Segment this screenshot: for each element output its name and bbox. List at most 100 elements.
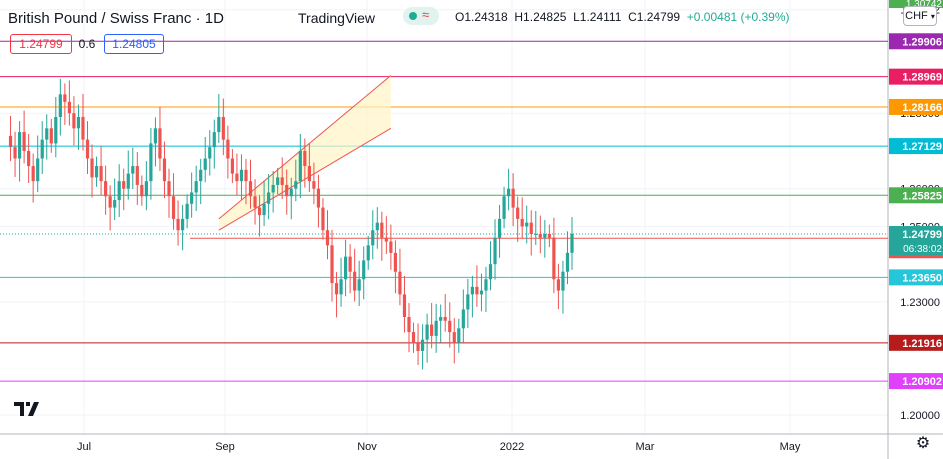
candle-body xyxy=(316,188,321,208)
candle-body xyxy=(420,339,425,351)
market-status-toggle[interactable]: ≈ xyxy=(403,7,439,25)
candle-body xyxy=(230,158,234,174)
x-tick-label: May xyxy=(780,441,801,453)
chevron-down-icon: ▾ xyxy=(930,11,935,21)
candle-body xyxy=(67,101,71,114)
sell-price-box[interactable]: 1.24799 xyxy=(10,34,72,54)
candle-body xyxy=(434,320,438,336)
candle-body xyxy=(262,203,266,216)
level-price-label: 1.21916 xyxy=(902,338,942,350)
candle-body xyxy=(325,230,330,246)
candle-body xyxy=(285,184,289,197)
level-price-label: 1.27129 xyxy=(902,141,942,153)
level-price-label: 1.28969 xyxy=(902,72,942,84)
candle-body xyxy=(466,294,470,310)
candle-body xyxy=(543,233,547,238)
candle-body xyxy=(31,166,35,182)
level-price-tag xyxy=(889,334,943,351)
candle-body xyxy=(180,218,185,231)
candle-body xyxy=(22,132,26,151)
level-price-tag xyxy=(889,373,943,390)
candle-body xyxy=(280,177,284,185)
candle-body xyxy=(534,233,538,235)
candle-body xyxy=(289,188,293,197)
level-price-label: 1.28166 xyxy=(902,102,942,114)
candle-body xyxy=(27,150,31,167)
candle-body xyxy=(212,132,216,148)
ohlc-low: L1.24111 xyxy=(573,10,622,24)
candle-body xyxy=(244,169,248,182)
level-price-tag xyxy=(889,98,943,115)
candle-body xyxy=(239,169,244,182)
candle-body xyxy=(298,150,302,182)
candle-body xyxy=(267,192,271,204)
candle-body xyxy=(45,128,49,140)
level-price-label: 1.29906 xyxy=(902,36,942,48)
candle-body xyxy=(248,181,253,197)
candle-body xyxy=(221,116,225,140)
candle-body xyxy=(371,230,375,246)
candle-body xyxy=(40,139,44,159)
candle-body xyxy=(36,158,40,182)
candle-body xyxy=(303,150,307,167)
candle-body xyxy=(185,203,189,219)
candle-body xyxy=(556,279,561,291)
level-price-label: 1.24799 xyxy=(902,229,942,241)
candle-body xyxy=(85,139,90,159)
candle-body xyxy=(547,233,551,238)
level-price-tag xyxy=(889,68,943,85)
candle-body xyxy=(194,181,198,193)
candle-body xyxy=(235,173,239,182)
candle-body xyxy=(344,256,348,280)
candle-body xyxy=(312,181,316,189)
countdown-tag xyxy=(889,241,943,256)
candle-body xyxy=(17,132,22,159)
spread-value: 0.6 xyxy=(78,37,96,51)
tradingview-logo-icon xyxy=(14,400,42,418)
candle-body xyxy=(552,237,556,280)
candle-body xyxy=(439,317,443,321)
candle-body xyxy=(149,143,153,182)
x-tick-label: Nov xyxy=(357,441,377,453)
candle-body xyxy=(167,181,171,197)
buy-price-box[interactable]: 1.24805 xyxy=(104,34,164,54)
currency-label: CHF xyxy=(905,10,928,22)
candle-body xyxy=(140,184,144,197)
top-level-label: 1.30742 xyxy=(906,0,943,10)
candle-body xyxy=(158,128,162,159)
level-price-tag xyxy=(889,269,943,286)
candle-body xyxy=(353,271,357,291)
y-tick-label: 1.23000 xyxy=(900,297,940,309)
ohlc-readout: O1.24318 H1.24825 L1.24111 C1.24799 +0.0… xyxy=(455,10,790,24)
candle-body xyxy=(398,271,402,295)
symbol-title[interactable]: British Pound / Swiss Franc · 1D xyxy=(8,9,224,27)
candle-body xyxy=(171,196,176,219)
level-price-tag xyxy=(889,33,943,50)
candle-body xyxy=(475,286,479,295)
ohlc-change: +0.00481 (+0.39%) xyxy=(686,10,790,24)
candle-body xyxy=(380,222,384,238)
candle-body xyxy=(484,279,488,291)
ohlc-high: H1.24825 xyxy=(514,10,567,24)
candle-body xyxy=(448,320,452,333)
candle-body xyxy=(529,222,533,234)
candle-body xyxy=(113,200,117,208)
level-price-label: 1.23650 xyxy=(902,272,942,284)
candle-body xyxy=(131,166,135,174)
candle-body xyxy=(271,184,275,193)
candle-body xyxy=(384,237,388,242)
candle-body xyxy=(81,116,85,140)
candle-body xyxy=(357,279,361,291)
candle-body xyxy=(203,158,207,170)
candle-body xyxy=(470,286,474,295)
candle-body xyxy=(63,94,67,102)
candle-body xyxy=(72,113,76,129)
ohlc-close: C1.24799 xyxy=(628,10,681,24)
settings-gear-icon[interactable]: ⚙ xyxy=(915,435,931,452)
candle-body xyxy=(339,279,343,295)
candle-body xyxy=(525,222,529,227)
candle-body xyxy=(430,324,434,336)
currency-selector[interactable]: CHF ▾ xyxy=(903,6,937,26)
candle-body xyxy=(497,218,502,238)
